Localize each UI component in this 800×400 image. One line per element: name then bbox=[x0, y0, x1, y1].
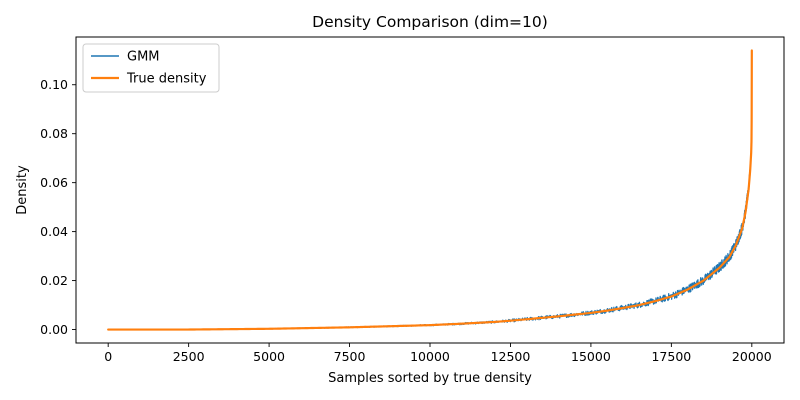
y-tick-label: 0.02 bbox=[40, 273, 68, 288]
true-density-series-line bbox=[107, 49, 753, 331]
x-axis-title: Samples sorted by true density bbox=[328, 371, 532, 386]
x-tick-label: 5000 bbox=[253, 349, 285, 364]
x-tick-label: 7500 bbox=[334, 349, 366, 364]
y-tick-label: 0.10 bbox=[40, 77, 68, 92]
y-tick-label: 0.04 bbox=[40, 224, 68, 239]
x-tick-label: 2500 bbox=[173, 349, 205, 364]
series-layer bbox=[107, 49, 753, 331]
x-tick-label: 10000 bbox=[410, 349, 450, 364]
chart-title: Density Comparison (dim=10) bbox=[312, 13, 548, 31]
x-tick-label: 0 bbox=[104, 349, 112, 364]
y-tick-label: 0.08 bbox=[40, 126, 68, 141]
legend: GMM True density bbox=[82, 43, 220, 93]
x-tick-label: 17500 bbox=[651, 349, 691, 364]
x-tick-label: 20000 bbox=[732, 349, 772, 364]
legend-label: True density bbox=[126, 72, 207, 87]
x-axis: 0 2500 5000 7500 10000 12500 15000 17500 20000 bbox=[104, 343, 772, 364]
y-axis-title: Density bbox=[15, 165, 30, 215]
y-tick-label: 0.00 bbox=[40, 322, 68, 337]
y-axis: 0.00 0.02 0.04 0.06 0.08 0.10 bbox=[40, 77, 76, 337]
x-tick-label: 15000 bbox=[571, 349, 611, 364]
y-tick-label: 0.06 bbox=[40, 175, 68, 190]
x-tick-label: 12500 bbox=[491, 349, 531, 364]
legend-label: GMM bbox=[127, 50, 160, 65]
